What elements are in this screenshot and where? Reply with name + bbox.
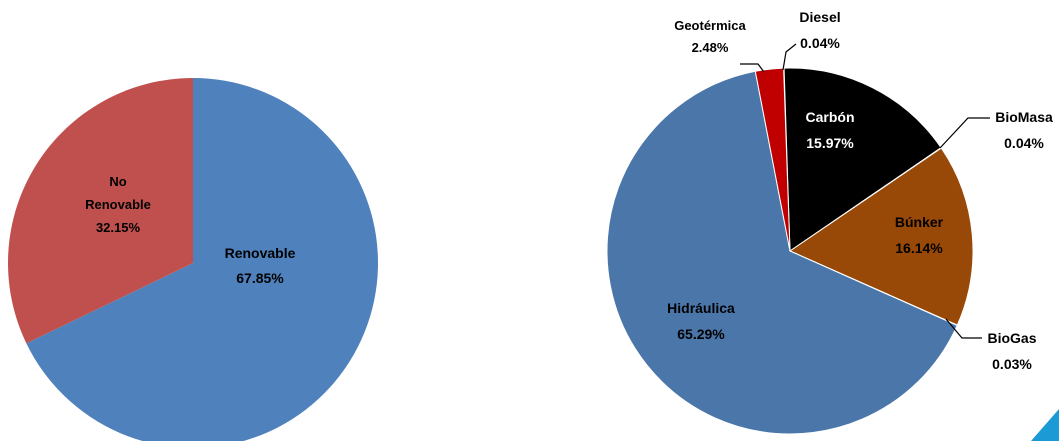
slice-label-bunker: Búnker bbox=[895, 214, 944, 230]
slice-value-biomasa: 0.04% bbox=[1004, 135, 1044, 151]
slice-value-renovable: 67.85% bbox=[236, 270, 284, 286]
pie-chart-generation-sources: Carbón 15.97% Búnker 16.14% Hidráulica 6… bbox=[606, 9, 1053, 435]
leader-line-geotermica bbox=[740, 63, 765, 73]
slice-value-geotermica: 2.48% bbox=[692, 40, 729, 55]
slice-label-no-renovable-line1: No bbox=[109, 174, 126, 189]
slice-value-carbon: 15.97% bbox=[806, 135, 854, 151]
leader-line-biogas bbox=[945, 318, 982, 339]
slice-value-bunker: 16.14% bbox=[895, 240, 943, 256]
pie-slice-renovable bbox=[26, 78, 378, 441]
pie-chart-renewable: Renovable 67.85% No Renovable 32.15% bbox=[8, 78, 378, 441]
slice-label-no-renovable-line2: Renovable bbox=[85, 197, 151, 212]
corner-accent-shape bbox=[1031, 409, 1059, 441]
slice-label-hidraulica: Hidráulica bbox=[667, 300, 735, 316]
slice-label-renovable: Renovable bbox=[225, 245, 296, 261]
slice-label-diesel: Diesel bbox=[799, 9, 840, 25]
slice-label-biogas: BioGas bbox=[987, 330, 1036, 346]
slice-label-biomasa: BioMasa bbox=[995, 109, 1053, 125]
slice-value-no-renovable: 32.15% bbox=[96, 220, 141, 235]
slice-value-hidraulica: 65.29% bbox=[677, 326, 725, 342]
slice-label-geotermica: Geotérmica bbox=[674, 18, 746, 33]
leader-line-biomasa bbox=[939, 117, 990, 149]
slice-value-diesel: 0.04% bbox=[800, 35, 840, 51]
pie-slice-no-renovable bbox=[8, 78, 193, 344]
slice-value-biogas: 0.03% bbox=[992, 356, 1032, 372]
pie-slice-hidraulica bbox=[606, 70, 958, 435]
pie-slice-carbon bbox=[783, 67, 942, 252]
slice-label-carbon: Carbón bbox=[806, 109, 855, 125]
leader-line-diesel bbox=[782, 43, 797, 71]
pie-slice-bunker bbox=[788, 147, 974, 326]
